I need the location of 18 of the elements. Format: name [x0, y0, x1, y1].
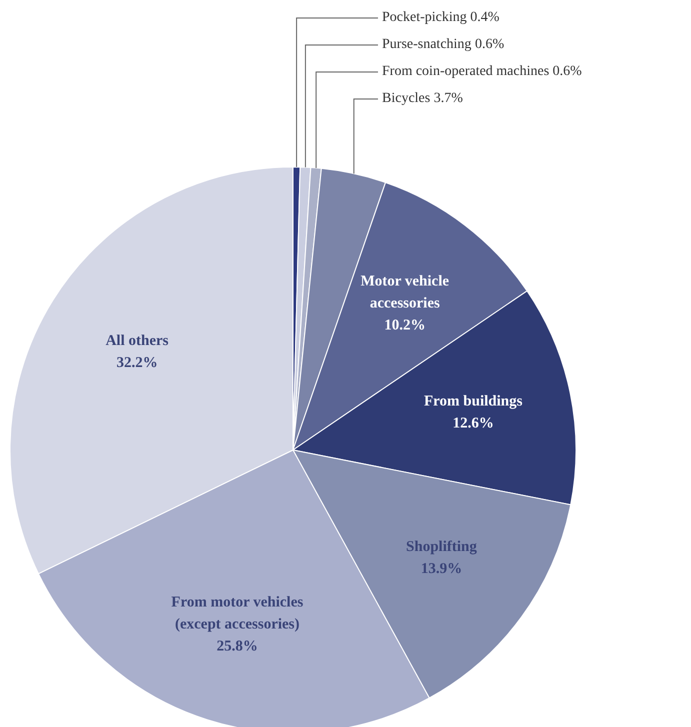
slice-label: From coin-operated machines — [382, 64, 550, 80]
data-label: 32.2% — [116, 354, 158, 371]
data-label: 3.7% — [434, 91, 463, 106]
slice-label: Pocket-picking — [382, 10, 467, 26]
slice-label: Purse-snatching — [382, 37, 472, 52]
data-label: 12.6% — [452, 416, 494, 432]
slice-label: Motor vehicle accessories — [360, 273, 450, 312]
data-label: 0.4% — [470, 10, 500, 26]
slice-label: Bicycles — [382, 91, 430, 106]
slice-label: From buildings — [424, 394, 523, 410]
slice-label: From motor vehicles (except accessories) — [171, 594, 304, 633]
data-label: 25.8% — [216, 638, 258, 655]
slice-label: All others — [106, 332, 169, 349]
data-label: 10.2% — [384, 317, 426, 334]
data-label: 13.9% — [420, 561, 462, 578]
data-label: 0.6% — [552, 64, 582, 80]
slice-label: Shoplifting — [406, 539, 478, 556]
data-label: 0.6% — [474, 37, 504, 52]
